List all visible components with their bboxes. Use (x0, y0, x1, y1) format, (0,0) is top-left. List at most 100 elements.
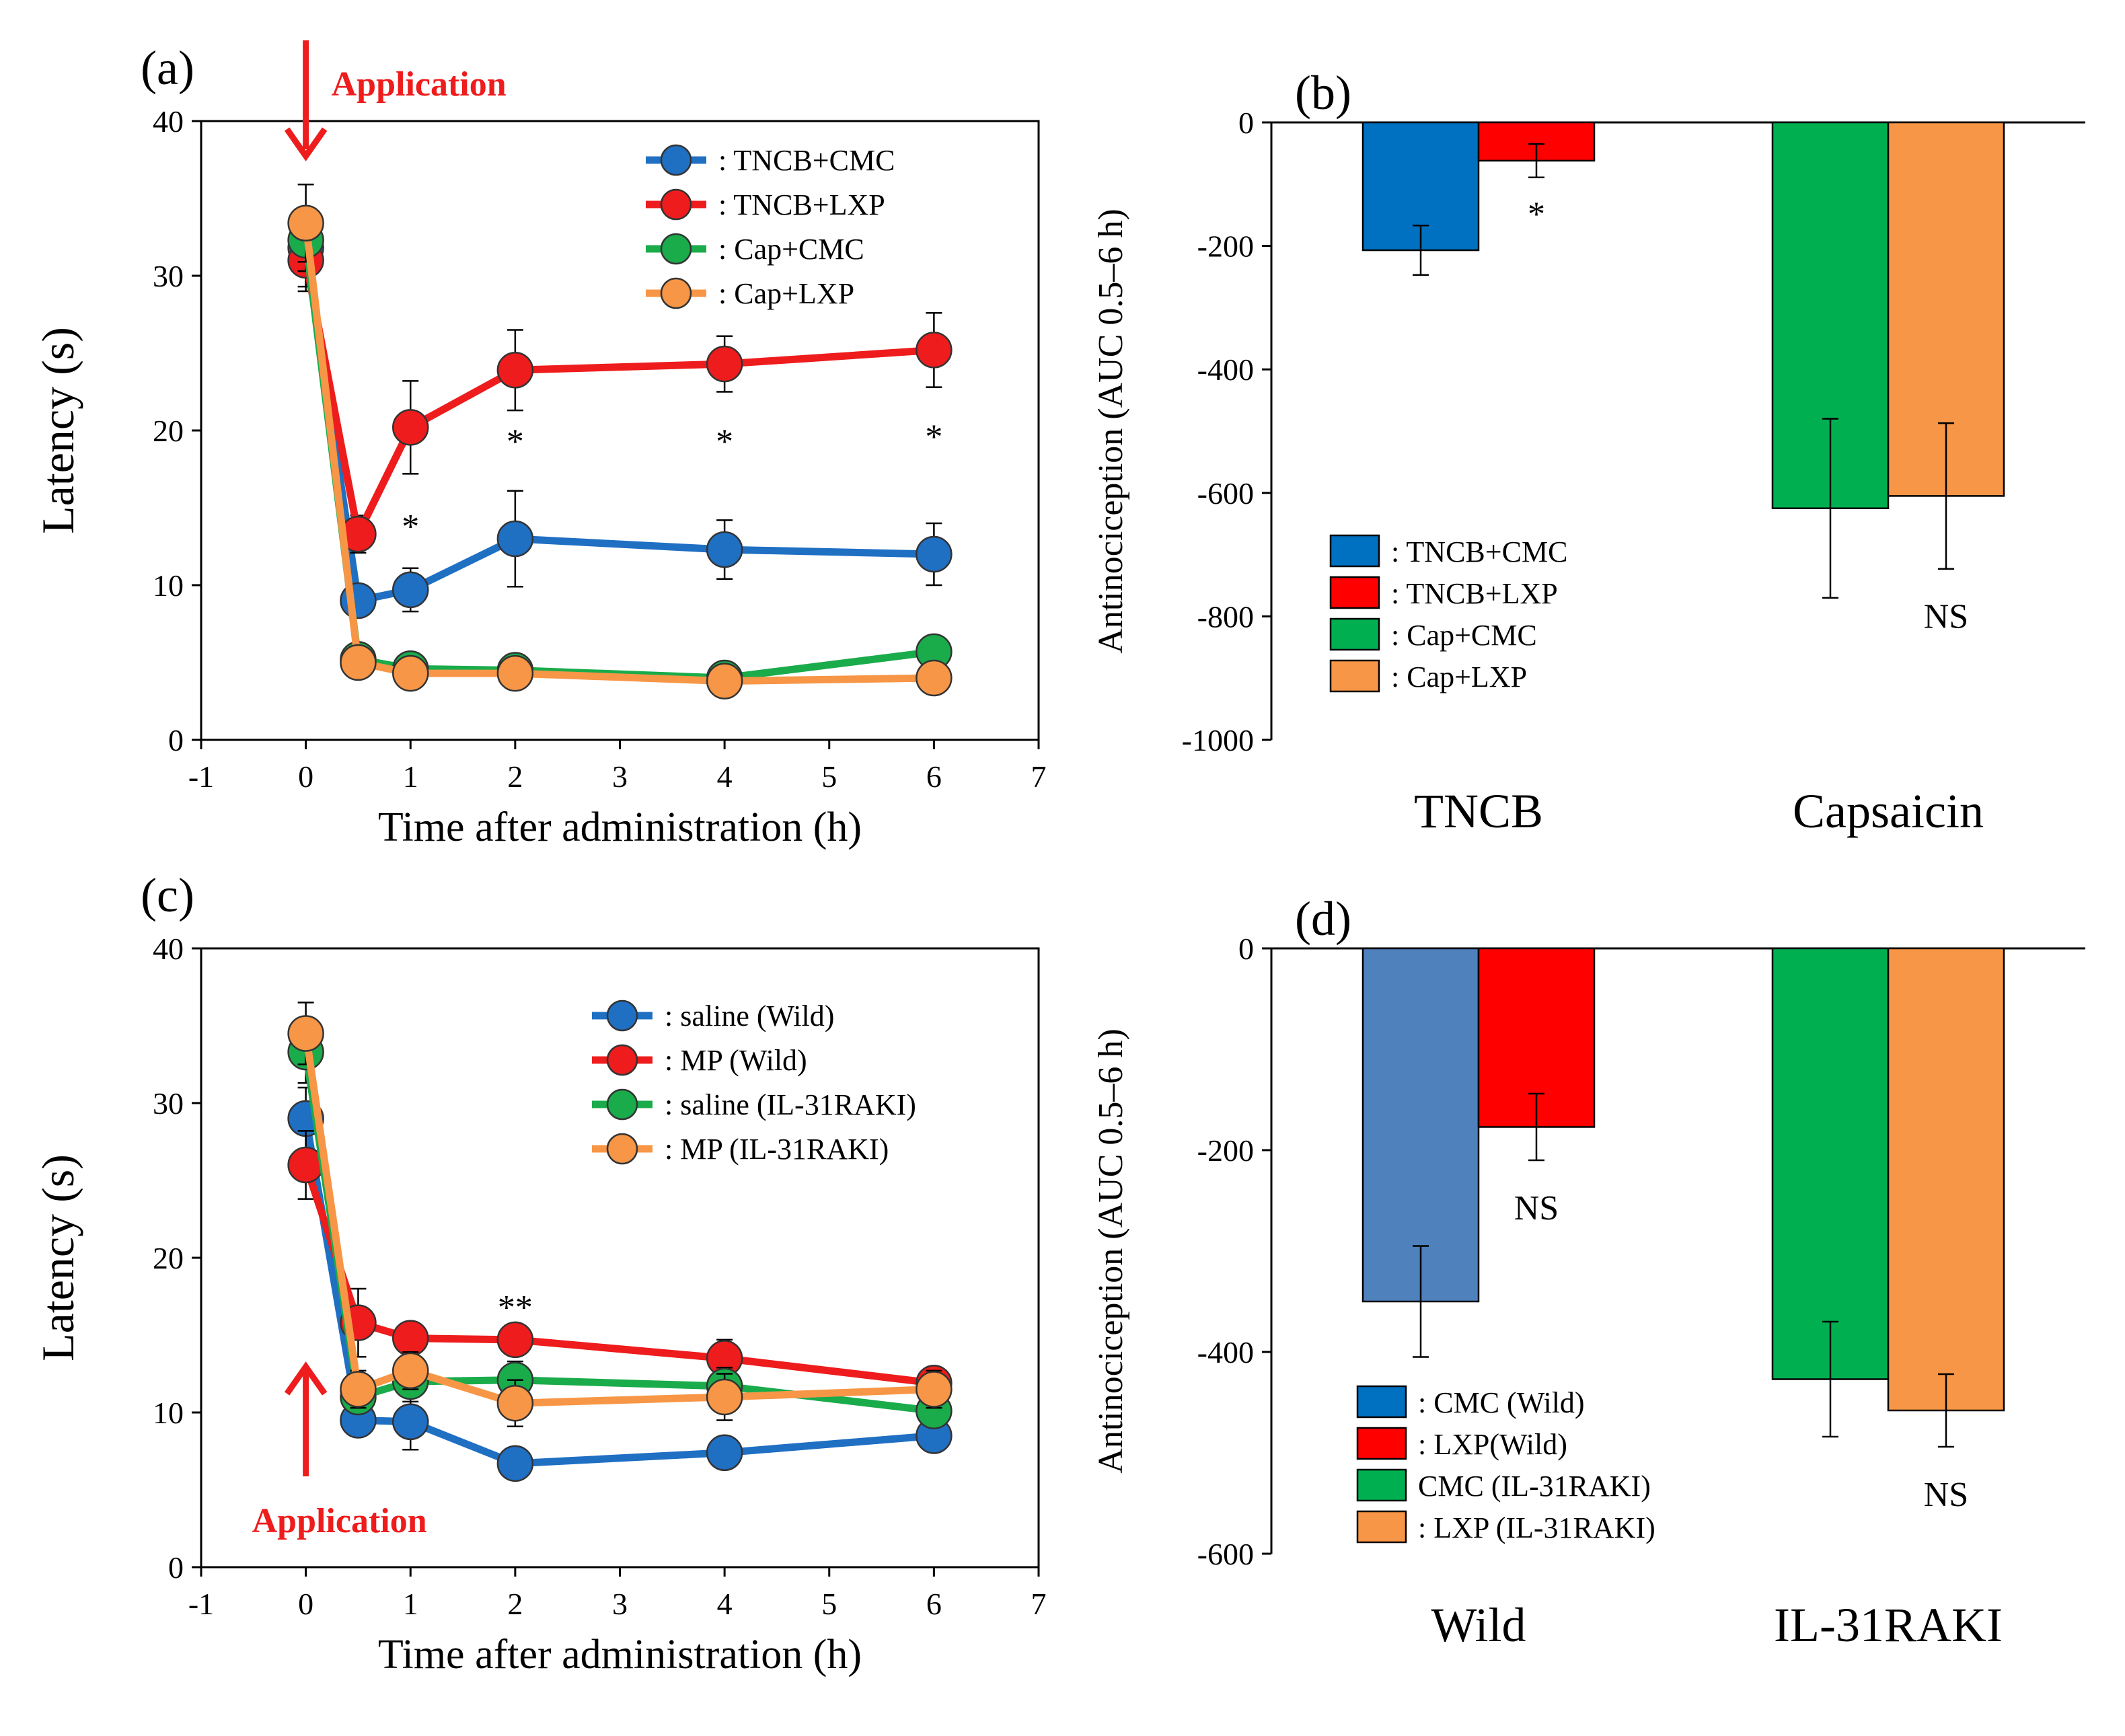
y-axis-title: Latency (s) (32, 1154, 83, 1361)
legend-swatch (1329, 576, 1380, 609)
legend-swatch (1356, 1427, 1407, 1460)
x-tick-label: 1 (403, 1587, 418, 1621)
x-tick-label: 7 (1031, 1587, 1047, 1621)
y-tick-label: 20 (153, 414, 184, 448)
data-point (706, 1378, 743, 1416)
x-tick-label: 1 (403, 759, 418, 794)
significance-mark: * (507, 423, 524, 461)
series-tncb-cmc (287, 208, 953, 619)
x-tick-label: 0 (298, 1587, 313, 1621)
x-axis-title: Time after administration (h) (378, 1632, 862, 1677)
significance-mark: * (925, 418, 942, 457)
y-tick-label: 0 (1238, 932, 1254, 966)
x-tick-label: 6 (926, 1587, 942, 1621)
bar-cmc-wild- (1362, 947, 1480, 1303)
legend-marker (660, 144, 692, 176)
legend-label: : TNCB+LXP (718, 188, 885, 221)
data-point (496, 1384, 534, 1422)
legend-marker (660, 188, 692, 221)
data-point (287, 204, 324, 242)
legend-swatch (1329, 534, 1380, 568)
series-line (302, 1118, 934, 1468)
x-tick-label: 3 (612, 759, 628, 794)
data-point (706, 1434, 743, 1472)
y-tick-label: -1000 (1182, 723, 1254, 757)
y-axis-title: Antinociception (AUC 0.5–6 h) (1092, 1028, 1130, 1473)
legend-label: : Cap+CMC (1391, 619, 1537, 652)
legend-swatch (1356, 1510, 1407, 1544)
legend-label: : Cap+LXP (1391, 661, 1527, 693)
category-label: Capsaicin (1793, 784, 1984, 838)
bar-lxp-il-31raki- (1887, 947, 2005, 1412)
category-label: IL-31RAKI (1774, 1598, 2003, 1652)
series-mp-il-31raki- (287, 1002, 953, 1427)
legend-marker (606, 1133, 638, 1165)
bar-chart-panel-1: 0 -200 -400 -600 -800 -1000 Antinociception (A… (1092, 66, 2085, 838)
data-point (392, 409, 429, 446)
legend-label: : TNCB+CMC (1391, 535, 1567, 568)
y-axis-title: Antinociception (AUC 0.5–6 h) (1092, 209, 1130, 653)
series-line (302, 1164, 935, 1387)
series-cap-lxp (287, 184, 953, 700)
y-tick-label: 10 (153, 1396, 184, 1430)
y-tick-label: 0 (1238, 106, 1254, 140)
y-tick-label: 30 (153, 1086, 184, 1121)
legend-label: : TNCB+CMC (718, 144, 895, 177)
legend-label: : MP (IL-31RAKI) (665, 1133, 889, 1166)
data-point (916, 535, 953, 573)
y-tick-label: 20 (153, 1241, 184, 1275)
y-tick-label: 40 (153, 104, 184, 139)
y-tick-label: -800 (1197, 599, 1254, 634)
legend-swatch (1356, 1385, 1407, 1419)
legend-marker (660, 233, 692, 265)
data-point (392, 571, 429, 609)
application-arrowhead (284, 1361, 328, 1396)
y-tick-label: -600 (1197, 1537, 1254, 1571)
data-point (496, 654, 534, 692)
x-tick-label: -1 (188, 759, 214, 794)
data-point (496, 1321, 534, 1359)
legend-marker (606, 1088, 638, 1121)
data-point (340, 644, 377, 681)
application-label: Application (252, 1502, 427, 1540)
significance-mark: NS (1514, 1189, 1559, 1228)
series-line (302, 1032, 934, 1407)
legend-marker (606, 999, 638, 1032)
x-tick-label: 0 (298, 759, 313, 794)
x-tick-label: 5 (821, 759, 837, 794)
category-label: TNCB (1414, 784, 1543, 838)
application-arrowhead (284, 127, 328, 161)
category-label: Wild (1431, 1598, 1526, 1652)
significance-mark: NS (1924, 1476, 1968, 1514)
x-tick-label: 2 (507, 1587, 523, 1621)
data-point (706, 345, 743, 383)
y-tick-label: 40 (153, 932, 184, 966)
legend-swatch (1329, 617, 1380, 651)
legend-swatch (1356, 1468, 1407, 1502)
legend-label: : LXP(Wild) (1418, 1428, 1567, 1461)
y-tick-label: 10 (153, 568, 184, 603)
data-point (392, 1403, 429, 1441)
legend-label: : LXP (IL-31RAKI) (1418, 1511, 1655, 1544)
application-label: Application (332, 65, 507, 104)
data-point (392, 1320, 429, 1357)
data-point (706, 531, 743, 568)
data-point (392, 654, 429, 692)
data-point (916, 1371, 953, 1408)
y-tick-label: -200 (1197, 1133, 1254, 1168)
legend-label: : Cap+CMC (718, 233, 864, 266)
data-point (496, 352, 534, 389)
legend-label: CMC (IL-31RAKI) (1418, 1470, 1651, 1503)
data-point (706, 663, 743, 700)
data-point (496, 520, 534, 558)
significance-mark: ** (498, 1289, 533, 1327)
x-tick-label: 6 (926, 759, 942, 794)
legend-marker (660, 277, 692, 309)
legend-label: : TNCB+LXP (1391, 577, 1558, 610)
data-point (392, 1352, 429, 1390)
panel-label: (a) (141, 41, 194, 95)
x-tick-label: -1 (188, 1587, 214, 1621)
